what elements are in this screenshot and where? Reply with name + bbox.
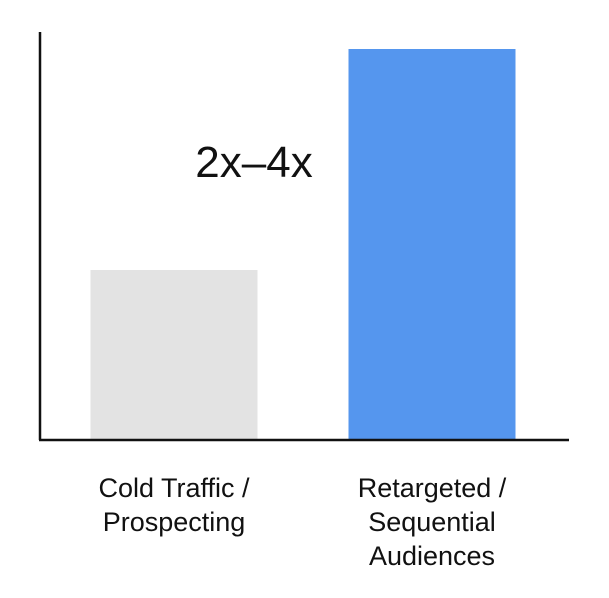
category-label-2: Retargeted / Sequential Audiences (358, 473, 507, 571)
category-label-line: Prospecting (103, 507, 246, 537)
bars-layer (90, 49, 516, 440)
bar-2 (348, 49, 516, 440)
bar-1 (90, 270, 258, 440)
category-labels: Cold Traffic / Prospecting Retargeted / Seq… (98, 473, 506, 571)
multiplier-annotation: 2x–4x (195, 138, 312, 187)
category-label-line: Cold Traffic / (98, 473, 250, 503)
category-label-1: Cold Traffic / Prospecting (98, 473, 250, 537)
category-label-line: Audiences (369, 541, 495, 571)
category-label-line: Retargeted / (358, 473, 507, 503)
category-label-line: Sequential (368, 507, 496, 537)
